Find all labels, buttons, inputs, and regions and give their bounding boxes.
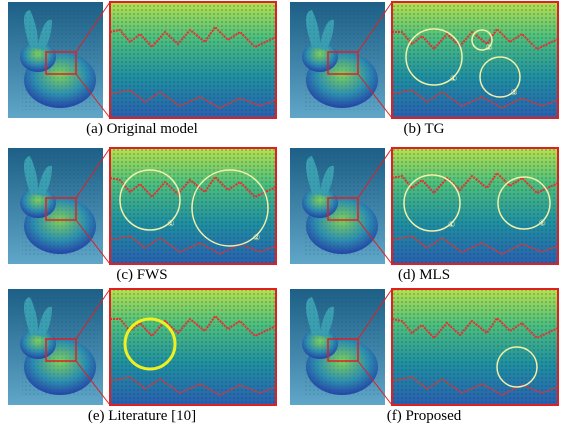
panel: (a) Original model [8, 2, 276, 137]
panel: ① ② (c) FWS [8, 148, 276, 283]
bunny-dots [304, 297, 380, 397]
circle-label: ② [485, 43, 492, 52]
caption: (c) FWS [116, 267, 167, 283]
circle-label: ① [167, 219, 174, 228]
circle-label: ③ [510, 88, 517, 97]
bunny-dots [304, 156, 380, 256]
circle-label: ① [450, 74, 457, 83]
bunny-dots [22, 156, 98, 256]
bunny-dots [304, 10, 380, 110]
caption: (f) Proposed [387, 408, 462, 424]
figure: (a) Original model ① ② ③ (b) TG ① ② (c) FWS ① ② (d… [0, 0, 565, 424]
bunny-dots [22, 297, 98, 397]
panel: ① ② (d) MLS [290, 148, 558, 283]
caption: (d) MLS [398, 267, 450, 283]
bunny-dots [22, 10, 98, 110]
caption: (b) TG [404, 121, 445, 137]
caption: (a) Original model [86, 121, 198, 137]
circle-label: ② [253, 233, 260, 242]
panel: (f) Proposed [290, 289, 558, 424]
panel: (e) Literature [10] [8, 289, 276, 424]
circle-label: ① [448, 220, 455, 229]
circle-label: ② [539, 219, 546, 228]
caption: (e) Literature [10] [88, 408, 196, 424]
panel: ① ② ③ (b) TG [290, 2, 558, 137]
